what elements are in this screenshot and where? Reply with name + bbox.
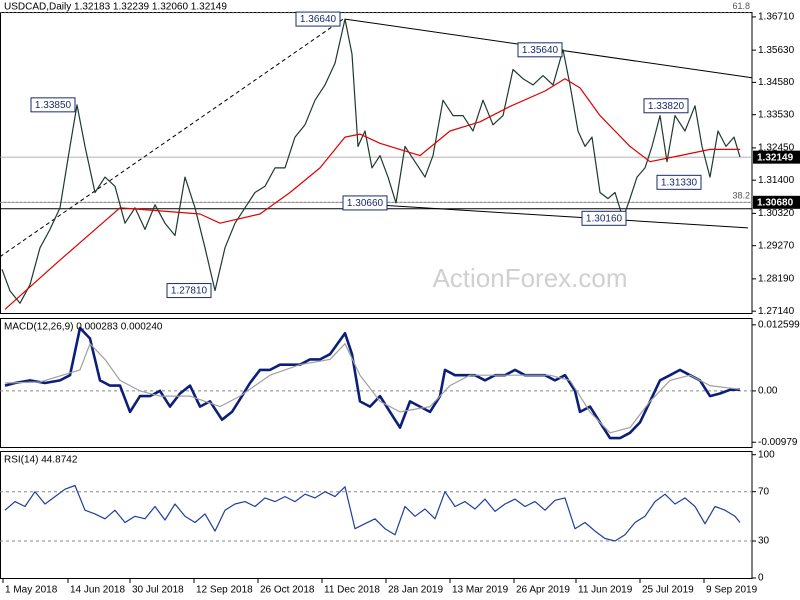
annotation-box — [166, 283, 212, 299]
x-tick-label: 11 Jun 2019 — [578, 585, 633, 596]
y-tick-label: 1.33530 — [758, 109, 795, 120]
annotation-label: 1.27810 — [171, 286, 208, 297]
fib-label: 38.2 — [732, 191, 750, 201]
x-tick-label: 13 Mar 2019 — [452, 585, 509, 596]
annotation-box — [342, 195, 388, 211]
annotation-label: 1.33820 — [648, 101, 685, 112]
y-tick-label: -0.00979 — [758, 437, 798, 448]
panel-title: USDCAD,Daily 1.32183 1.32239 1.32060 1.3… — [4, 2, 227, 13]
series-line — [1, 18, 741, 304]
trend-line — [344, 202, 749, 229]
y-tick-label: 1.30320 — [758, 208, 795, 219]
x-tick-label: 9 Sep 2019 — [706, 585, 758, 596]
x-tick-label: 26 Apr 2019 — [516, 585, 570, 596]
y-tick-label: 1.29270 — [758, 240, 795, 251]
annotation-label: 1.30160 — [586, 213, 623, 224]
panel-frame — [0, 12, 753, 314]
panel-frame — [0, 451, 753, 579]
y-tick-label: 30 — [758, 536, 770, 547]
panel-title: MACD(12,26,9) 0.000283 0.000240 — [4, 322, 163, 333]
annotation-box — [643, 98, 689, 114]
y-tick-label: 1.32450 — [758, 143, 795, 154]
x-tick-label: 25 Jul 2019 — [642, 585, 694, 596]
annotation-label: 1.30660 — [347, 198, 384, 209]
y-tick-label: 1.35630 — [758, 45, 795, 56]
annotation-label: 1.36640 — [300, 14, 337, 25]
x-tick-label: 1 May 2018 — [5, 585, 58, 596]
x-tick-label: 30 Jul 2018 — [132, 585, 184, 596]
price-label: 1.32149 — [757, 152, 794, 163]
fib-label: 61.8 — [732, 1, 750, 11]
series-line — [4, 343, 741, 434]
x-tick-label: 14 Jun 2018 — [70, 585, 125, 596]
y-tick-label: 0 — [758, 573, 764, 584]
y-tick-label: 0.00 — [758, 386, 778, 397]
panel-title: RSI(14) 44.8742 — [4, 455, 78, 466]
price-label-box — [753, 195, 800, 209]
panel-frame — [0, 318, 753, 448]
y-tick-label: 1.27140 — [758, 306, 795, 317]
x-tick-label: 12 Sep 2018 — [196, 585, 253, 596]
annotation-box — [295, 11, 341, 27]
y-tick-label: 0.012599 — [758, 319, 800, 330]
y-tick-label: 70 — [758, 486, 770, 497]
x-tick-label: 26 Oct 2018 — [260, 585, 315, 596]
series-line — [4, 78, 740, 310]
watermark: ActionForex.com — [432, 263, 627, 293]
x-tick-label: 11 Dec 2018 — [324, 585, 380, 596]
price-label-box — [753, 150, 800, 164]
y-tick-label: 1.31400 — [758, 175, 795, 186]
y-tick-label: 1.28190 — [758, 274, 795, 285]
annotation-box — [517, 42, 563, 58]
x-tick-label: 28 Jan 2019 — [388, 585, 443, 596]
price-label: 1.30680 — [757, 197, 794, 208]
y-tick-label: 1.36710 — [758, 12, 795, 23]
y-tick-label: 100 — [758, 449, 775, 460]
annotation-label: 1.31330 — [661, 177, 698, 188]
annotation-label: 1.33850 — [35, 100, 72, 111]
y-tick-label: 1.34580 — [758, 77, 795, 88]
annotation-box — [581, 210, 627, 226]
annotation-label: 1.35640 — [522, 45, 559, 56]
series-line — [4, 484, 741, 542]
annotation-box — [656, 174, 702, 190]
annotation-box — [30, 97, 76, 113]
